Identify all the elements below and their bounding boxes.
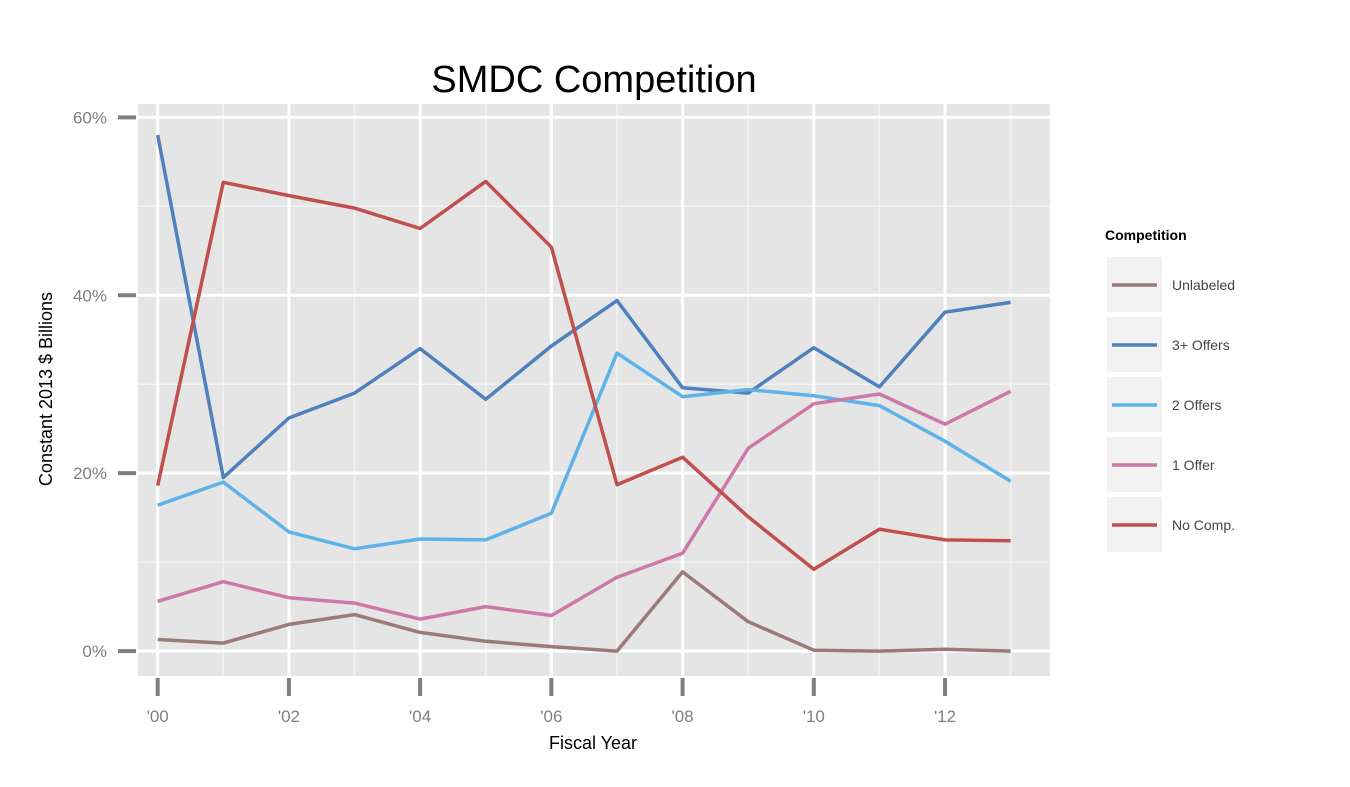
x-tick-label: '12 xyxy=(934,707,956,726)
legend-label-unlabeled: Unlabeled xyxy=(1172,277,1235,293)
y-axis-title: Constant 2013 $ Billions xyxy=(36,292,56,486)
legend-label-2-offers: 2 Offers xyxy=(1172,397,1222,413)
series-line-2-offers xyxy=(157,351,1012,551)
y-tick-label: 20% xyxy=(73,464,107,483)
series-line-no-comp xyxy=(155,179,1011,572)
y-tick-label: 60% xyxy=(73,108,107,127)
legend-label-no-comp: No Comp. xyxy=(1172,517,1235,533)
x-tick-label: '06 xyxy=(540,707,562,726)
legend-label-1-offer: 1 Offer xyxy=(1172,457,1215,473)
x-tick-label: '02 xyxy=(278,707,300,726)
legend: Competition Unlabeled 3+ Offers 2 Offers 1 … xyxy=(1105,227,1235,552)
x-tick-label: '00 xyxy=(147,707,169,726)
series-line-3-offers xyxy=(155,134,1011,480)
chart-title: SMDC Competition xyxy=(431,59,756,101)
x-axis-title: Fiscal Year xyxy=(549,733,637,753)
series-lines xyxy=(155,134,1012,653)
x-tick-label: '10 xyxy=(803,707,825,726)
legend-title: Competition xyxy=(1105,227,1187,243)
x-axis: '00 '02 '04 '06 '08 '10 '12 xyxy=(147,678,956,726)
series-line-1-offer xyxy=(157,389,1012,621)
y-tick-label: 0% xyxy=(82,642,107,661)
y-tick-label: 40% xyxy=(73,286,107,305)
y-axis: 0% 20% 40% 60% xyxy=(73,108,136,661)
series-line-unlabeled xyxy=(157,570,1011,653)
x-tick-label: '08 xyxy=(671,707,693,726)
x-tick-label: '04 xyxy=(409,707,431,726)
legend-items: Unlabeled 3+ Offers 2 Offers 1 Offer No Comp… xyxy=(1107,257,1235,552)
legend-label-3-offers: 3+ Offers xyxy=(1172,337,1230,353)
